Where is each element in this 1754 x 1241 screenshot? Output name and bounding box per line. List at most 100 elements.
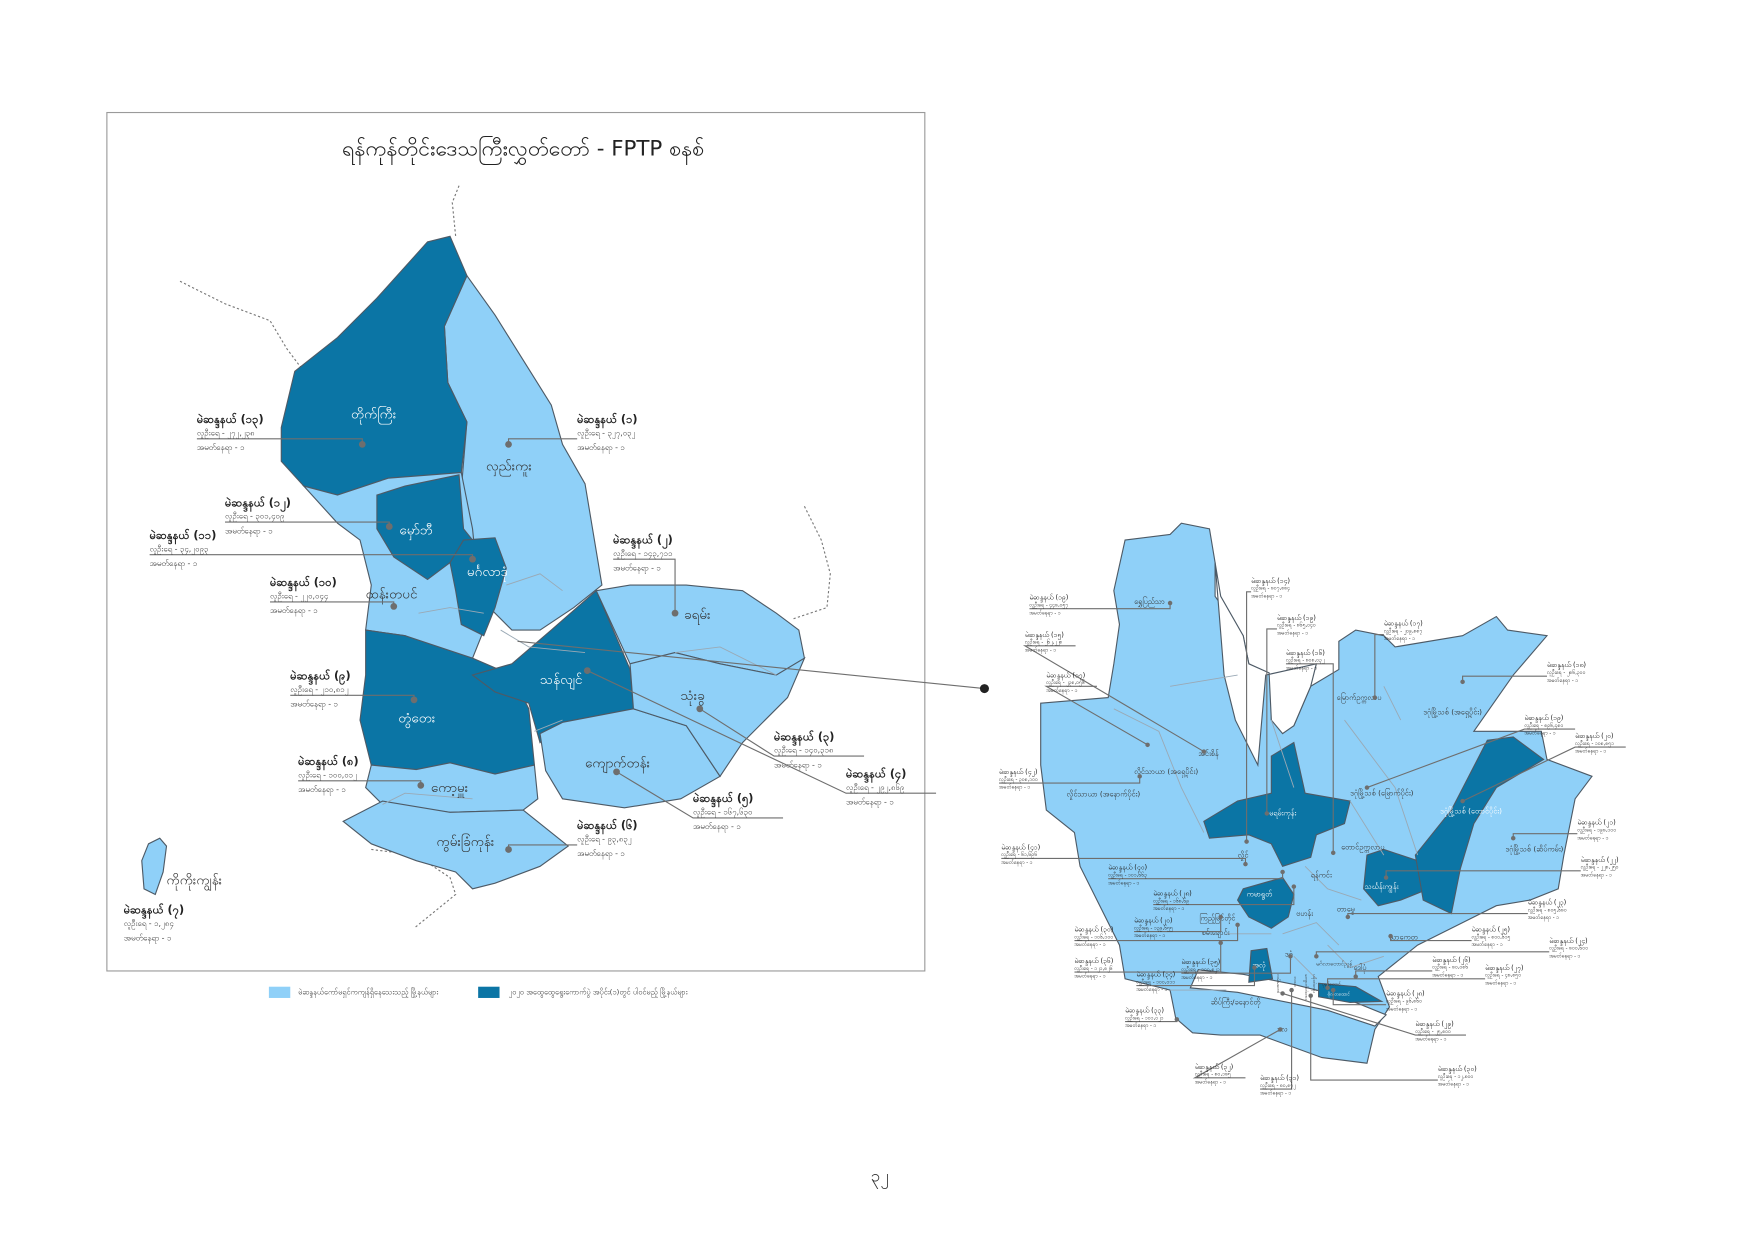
township-mayangon[interactable]	[1203, 741, 1351, 868]
constituency-population: လူဦးရေ - ၈၀၈,၀၃၂	[1286, 658, 1325, 664]
constituency-population: လူဦးရေ - ၂၆၂,၂၂၈	[1025, 640, 1063, 646]
constituency-seats: အမတ်နေရာ - ၁	[290, 699, 338, 711]
label-kungyangon: ကွမ်းခြံကုန်း	[437, 833, 495, 852]
constituency-population: လူဦးရေ - ၈၀,၀၈၆	[1432, 965, 1468, 971]
page-number: ၃၂	[871, 1165, 889, 1189]
township-kawhmu[interactable]	[365, 762, 539, 813]
callout-dot	[1235, 922, 1240, 928]
constituency-population: လူဦးရေ - ၈၆၅,၀၄၀	[1277, 623, 1317, 629]
callout-dot	[1308, 993, 1313, 998]
constituency-population: လူဦးရေ - ၁၆၈,၆၉	[1153, 898, 1189, 904]
legend-label-pending: မဲဆန္ဒနယ်ကော်မရှင်ကကျန်ရှိနေသေးသည့် မြို…	[298, 988, 438, 998]
callout-leader-line	[1327, 978, 1486, 988]
callout-dot	[1244, 839, 1249, 844]
constituency-population: လူဦးရေ - ၁၀၀,၀၁၂	[298, 769, 357, 781]
callout-leader-line	[1246, 591, 1252, 842]
label-mingaladon: မင်္ဂလာဒုံ	[467, 564, 508, 582]
constituency-title: မဲဆန္ဒနယ် (၁၅)	[1025, 631, 1064, 640]
callout-dot	[410, 696, 418, 704]
callout-leader-line	[1074, 924, 1239, 942]
callout-dot	[613, 768, 620, 776]
callout-dot	[417, 781, 425, 789]
label-dagon-myothit-east: ဒဂုံမြို့သစ် (အရှေ့ပိုင်း)	[1422, 707, 1482, 717]
label-seikgyikanaungto: ဆိပ်ကြီး/ခနောင်တို	[1211, 998, 1261, 1008]
constituency-title: မဲဆန္ဒနယ် (၃၃)	[1125, 1007, 1164, 1016]
township-kamayut[interactable]	[1236, 876, 1295, 929]
constituency-population: လူဦးရေ - ၂၀၉,၈၈၇	[1384, 628, 1423, 634]
constituency-seats: အမတ်နေရာ - ၁	[1152, 906, 1184, 912]
right-map	[1040, 522, 1593, 1064]
label-sanchaung: စမ်းချောင်း	[1202, 928, 1230, 938]
constituency-title: မဲဆန္ဒနယ် (၂၉)	[1415, 1020, 1454, 1029]
constituency-population: လူဦးရေ - ၈၀,၈၇၂	[1260, 1083, 1296, 1089]
callout-dot	[1174, 1017, 1180, 1022]
constituency-seats: အမတ်နေရာ - ၁	[1523, 731, 1555, 737]
constituency-seats: အမတ်နေရာ - ၁	[577, 848, 625, 860]
constituency-seats: အမတ်နေရာ - ၁	[1576, 835, 1608, 841]
constituency-population: လူဦးရေ - ၃၄,၂၀၉၃	[150, 543, 209, 555]
constituency-population: လူဦးရေ - ၉၃,၈၃၂	[577, 834, 632, 846]
legend-swatch-phase1	[478, 986, 500, 998]
township-mingaladon[interactable]	[449, 537, 507, 637]
township-thingangyun[interactable]	[1363, 848, 1424, 907]
callout-dot	[1345, 914, 1351, 920]
constituency-population: လူဦးရေ - ၆၁,၆၉၆	[1001, 852, 1037, 858]
callout-dot	[1252, 965, 1257, 970]
constituency-title: မဲဆန္ဒနယ် (၁၇)	[1384, 620, 1423, 629]
constituency-title: မဲဆန္ဒနယ် (၃၄)	[1136, 971, 1175, 980]
callout-leader-line	[1022, 645, 1205, 753]
label-botahtaung: ဗိုလ်တထောင်	[1328, 992, 1351, 998]
callout-dot	[1330, 850, 1336, 856]
callout-leader-line	[1310, 995, 1438, 1081]
constituency-seats: အမတ်နေရာ - ၁	[124, 933, 172, 945]
callout-dot	[1364, 785, 1370, 790]
township-dagon-myothit-south[interactable]	[1414, 736, 1545, 915]
constituency-seats: အမတ်နေရာ - ၁	[1574, 749, 1606, 755]
constituency-population: လူဦးရေ - ၁၂,၈၀၀	[1438, 1074, 1475, 1080]
constituency-population: လူဦးရေ - ၂၉၂,၈၆၉	[846, 782, 904, 794]
label-hlaing: လှိုင်	[1238, 850, 1250, 860]
township-kyauktan[interactable]	[539, 708, 721, 809]
constituency-seats: အမတ်နေရာ - ၁	[1180, 975, 1212, 981]
constituency-seats: အမတ်နေရာ - ၁	[225, 525, 273, 537]
constituency-seats: အမတ်နေရာ - ၁	[1471, 942, 1503, 948]
constituency-seats: အမတ်နေရာ - ၁	[1133, 933, 1165, 939]
label-pabedan: ပန်းဘဲတန်း	[1311, 974, 1317, 992]
constituency-title: မဲဆန္ဒနယ် (၂၀)	[1575, 732, 1614, 741]
constituency-title: မဲဆန္ဒနယ် (၁၁)	[149, 528, 217, 545]
constituency-title: မဲဆန္ဒနယ် (၁၈)	[1547, 661, 1586, 670]
constituency-title: မဲဆန္ဒနယ် (၃)	[773, 729, 834, 746]
callout-dot	[1243, 861, 1248, 867]
township-botahtaung[interactable]	[1318, 982, 1384, 1004]
constituency-seats: အမတ်နေရာ - ၁	[270, 605, 318, 617]
label-htantabin: ထန်းတပင်	[366, 587, 418, 605]
constituency-seats: အမတ်နေရာ - ၁	[1124, 1023, 1156, 1029]
callout-leader-line	[1134, 916, 1222, 933]
label-thanlyin: သန်လျင်	[540, 672, 583, 690]
constituency-population: လူဦးရေ - ၈၀၇,၈၈၄	[1251, 586, 1290, 592]
constituency-title: မဲဆန္ဒနယ် (၄)	[845, 766, 906, 783]
constituency-title: မဲဆန္ဒနယ် (၃၁)	[1260, 1074, 1299, 1083]
label-lanmadaw: လမ်းမတော်	[1275, 974, 1281, 993]
label-twante: တွံတေး	[398, 710, 436, 728]
constituency-seats: အမတ်နေရာ - ၁	[1527, 915, 1559, 921]
constituency-title: မဲဆန္ဒနယ် (၁၃)	[196, 412, 264, 429]
township-cocokyun[interactable]	[141, 837, 168, 896]
inner-boundaries	[382, 573, 777, 805]
legend-swatch-pending	[268, 986, 291, 998]
township-kungyangon[interactable]	[342, 800, 570, 890]
constituency-title: မဲဆန္ဒနယ် (၇)	[123, 903, 184, 920]
label-shwepyitha: ရွှေပြည်သာ	[1134, 597, 1165, 607]
constituency-seats: အမတ်နေရာ - ၁	[1073, 942, 1105, 948]
constituency-population: လူဦးရေ - ၂၅,၈၀၀	[1415, 1029, 1452, 1035]
constituency-seats: အမတ်နေရာ - ၁	[1107, 880, 1139, 886]
constituency-title: မဲဆန္ဒနယ် (၂၄)	[1549, 937, 1588, 946]
township-thongwa[interactable]	[629, 651, 806, 778]
callout-leader-line	[1332, 990, 1387, 1006]
constituency-seats: အမတ်နေရာ - ၁	[1024, 647, 1056, 653]
